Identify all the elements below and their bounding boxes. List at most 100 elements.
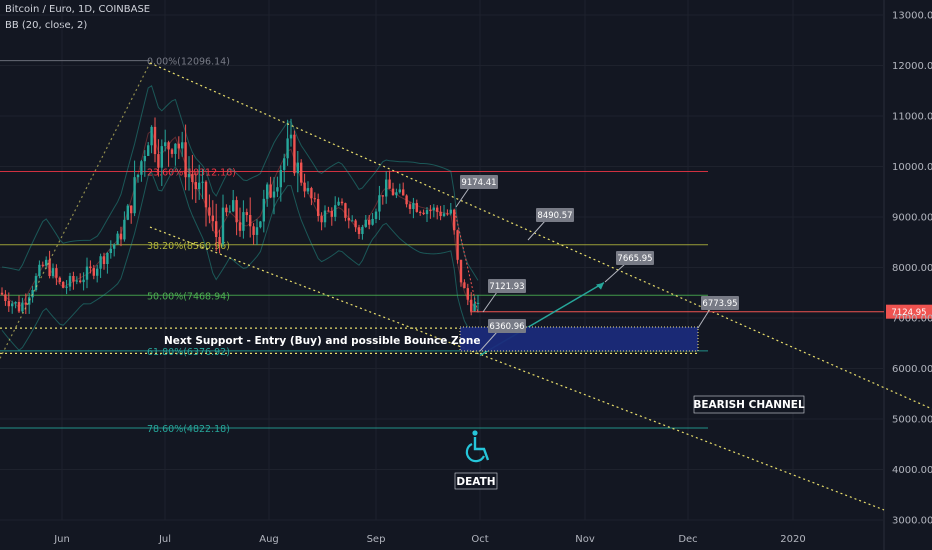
x-tick-label: 2020 [780,534,805,545]
x-tick-label: Jul [158,534,171,545]
candle-body [269,184,272,198]
candle-body [11,303,14,307]
callout-pointer [527,220,546,241]
y-tick-label: 6000.00 [892,364,932,375]
candle-body [79,280,82,283]
candle-body [320,216,323,223]
candle-body [286,138,289,159]
price-axis[interactable]: 3000.00 4000.00 5000.00 6000.00 7000.00 8000.… [892,11,932,527]
callout-pointer [479,331,498,352]
candle-body [340,201,344,204]
candle-body [334,205,337,217]
icon-body [473,437,490,461]
y-tick-label: 10000.00 [892,162,932,173]
candle-body [38,264,41,277]
indicator-label[interactable]: BB (20, close, 2) [5,20,88,31]
callout-box [460,175,498,189]
callout-value: 8490.57 [537,211,572,221]
candle-body [184,142,187,178]
candle-body [252,226,255,235]
candle-body [395,192,398,196]
candle-body [99,256,102,269]
current-price-tag [886,304,932,319]
candle-body [242,212,245,231]
death-label-box [454,472,498,490]
candle-body [58,277,61,282]
candle-body [473,303,476,312]
candle-body [436,207,439,212]
fib-level-label: 23.60%(10312.18) [147,168,236,179]
candle-body [245,212,248,216]
candle-body [21,302,24,312]
candle-body [249,215,252,227]
bearish-channel-lines[interactable] [0,62,932,511]
candle-body [140,161,143,175]
channel-upper-line [149,62,932,410]
fib-level-label: 38.20%(8560.96) [147,241,230,252]
candle-body [300,162,303,183]
y-tick-label: 11000.00 [892,112,932,123]
candle-body [208,207,211,216]
time-axis[interactable]: Jun Jul Aug Sep Oct Nov Dec 2020 [53,534,806,545]
y-tick-label: 13000.00 [892,11,932,22]
candle-body [378,195,381,212]
candle-body [55,268,58,278]
grid-lines [0,0,884,521]
candle-body [422,212,425,215]
candle-body [92,268,95,276]
candle-body [232,200,235,212]
candle-body [415,203,418,212]
candle-body [218,237,221,245]
bb-lower-band [1,165,479,351]
candle-body [89,266,92,269]
callout-value: 9174.41 [461,178,496,188]
candle-body [459,259,463,283]
y-tick-label: 5000.00 [892,415,932,426]
y-tick-label: 12000.00 [892,61,932,72]
candle-body [283,158,286,170]
icon-wheel [465,443,485,463]
candle-body [313,198,316,200]
candle-body [62,281,65,288]
current-price-value: 7124.95 [891,308,926,318]
callout-value: 6360.96 [489,322,524,332]
candle-body [157,154,160,168]
candle-body [476,302,480,304]
fib-level-label: 50.00%(7468.94) [147,291,230,302]
callout-pointer [455,187,470,208]
x-tick-label: Sep [367,534,386,545]
fibonacci-retracement[interactable]: 0.00%(12096.14) 23.60%(10312.18) 38.20%(85… [0,57,708,435]
fib-level-label: 78.60%(4822.18) [147,424,230,435]
candle-body [408,204,412,210]
wheelchair-icon [465,430,490,463]
callout-value: 7121.93 [489,282,524,292]
fib-level-label: 61.80%(6376.92) [147,347,230,358]
callout-pointer [697,308,711,329]
candle-body [167,142,170,150]
candle-body [7,300,10,307]
drop-line [454,211,479,314]
candle-body [198,182,201,190]
candle-body [119,233,123,240]
candle-body [429,210,432,212]
candle-body [463,282,466,289]
candle-body [48,259,51,277]
candle-body [439,211,442,217]
candle-body [323,210,327,223]
support-zone-label: Next Support - Entry (Buy) and possible … [164,335,480,347]
candle-body [147,145,150,156]
y-tick-label: 3000.00 [892,516,932,527]
y-tick-label: 9000.00 [892,213,932,224]
candle-body [453,209,456,231]
candle-body [361,226,364,234]
candle-body [24,302,27,305]
candle-body [51,268,55,277]
candle-body [123,219,126,240]
candle-body [0,292,4,295]
candle-body [259,221,262,228]
candle-body [45,259,48,266]
candle-body [351,220,354,222]
callout-value: 7665.95 [617,254,652,264]
candle-body [374,211,378,219]
